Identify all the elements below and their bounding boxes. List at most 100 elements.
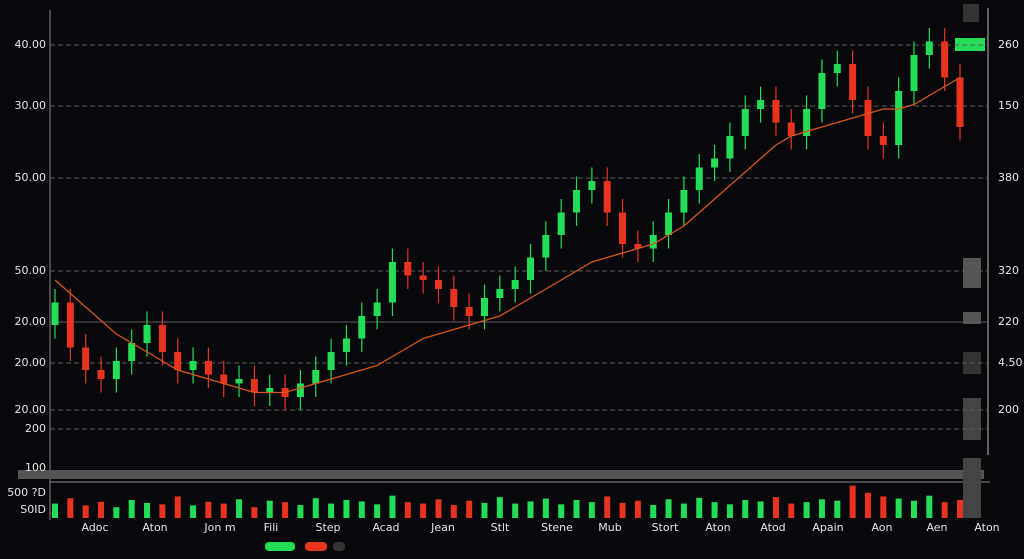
side-block	[963, 258, 981, 288]
candle-body	[849, 64, 857, 100]
volume-bar	[665, 499, 672, 518]
volume-bar	[757, 501, 764, 518]
left-label: 100	[25, 461, 46, 474]
candle-body	[373, 302, 381, 316]
candle-body	[404, 262, 412, 276]
volume-bar	[389, 495, 396, 518]
volume-bar	[297, 505, 304, 518]
legend-dot	[265, 542, 295, 551]
volume-bar	[236, 499, 243, 518]
candle-body	[143, 325, 151, 343]
volume-bar	[374, 504, 381, 518]
legend-dot	[333, 542, 345, 551]
volume-bar	[496, 497, 503, 518]
candle-body	[925, 41, 933, 55]
volume-bar	[266, 500, 273, 518]
x-label: Adoc	[81, 521, 108, 534]
candle-body	[741, 109, 749, 136]
x-label: Stlt	[491, 521, 510, 534]
candle-body	[358, 316, 366, 339]
x-label: Jon m	[203, 521, 235, 534]
right-label: 380	[998, 171, 1019, 184]
volume-bar	[818, 499, 825, 518]
candle-body	[542, 235, 550, 258]
volume-bar	[128, 500, 135, 518]
volume-bar	[926, 495, 933, 518]
candle-body	[879, 136, 887, 145]
candle-body	[833, 64, 841, 73]
volume-bar	[650, 505, 657, 518]
volume-bar	[450, 505, 457, 518]
volume-bar	[957, 500, 963, 518]
volume-bar	[696, 497, 703, 518]
left-label: 20.00	[15, 403, 47, 416]
volume-bar	[113, 507, 120, 518]
candle-body	[419, 275, 427, 280]
volume-bar	[220, 503, 227, 518]
volume-bar	[634, 500, 641, 518]
x-label: Jean	[430, 521, 455, 534]
candle-body	[51, 302, 59, 325]
candle-body	[388, 262, 396, 303]
left-label: 500 ?D	[7, 486, 46, 499]
right-label: 150	[998, 99, 1019, 112]
candle-body	[956, 77, 964, 127]
x-label: Mub	[598, 521, 621, 534]
volume-bar	[82, 505, 89, 518]
candle-body	[695, 167, 703, 190]
x-label: Step	[315, 521, 340, 534]
left-label: 50.00	[15, 264, 47, 277]
candle-body	[235, 379, 243, 384]
volume-bar	[558, 504, 565, 518]
candle-body	[327, 352, 335, 370]
volume-bar	[312, 498, 319, 518]
candle-body	[82, 347, 90, 370]
volume-bar	[282, 502, 289, 518]
candle-body	[634, 244, 642, 249]
candle-body	[527, 257, 535, 280]
x-label: Aton	[974, 521, 999, 534]
right-label: 4.50	[998, 356, 1023, 369]
volume-bar	[512, 503, 519, 518]
volume-bar	[849, 485, 856, 518]
volume-bar	[864, 492, 871, 518]
right-label: 260	[998, 38, 1019, 51]
right-label: 220	[998, 315, 1019, 328]
left-label: 50.00	[15, 171, 47, 184]
candle-body	[128, 343, 136, 361]
volume-bar	[880, 496, 887, 518]
volume-bar	[466, 500, 473, 518]
x-label: Aen	[926, 521, 947, 534]
candle-body	[711, 158, 719, 168]
candle-body	[480, 298, 488, 316]
candle-body	[910, 55, 918, 91]
volume-bar	[711, 502, 718, 518]
candle-body	[434, 280, 442, 289]
candle-body	[204, 361, 212, 375]
volume-bar	[481, 502, 488, 518]
candle-body	[772, 100, 780, 123]
left-label: 200	[25, 422, 46, 435]
volume-bar	[588, 502, 595, 518]
volume-bar	[343, 500, 350, 518]
volume-bar	[726, 504, 733, 518]
candle-body	[496, 289, 504, 298]
volume-bar	[573, 500, 580, 518]
x-label: Aton	[142, 521, 167, 534]
right-label: 320	[998, 264, 1019, 277]
candle-body	[312, 370, 320, 384]
candle-body	[680, 190, 688, 213]
side-block	[963, 312, 981, 324]
left-label: 40.00	[15, 38, 47, 51]
x-label: Aton	[705, 521, 730, 534]
x-label: Acad	[372, 521, 399, 534]
candle-body	[603, 181, 611, 213]
candle-body	[97, 370, 105, 379]
candle-body	[266, 388, 274, 393]
volume-bar	[52, 503, 58, 518]
candle-body	[757, 100, 765, 109]
volume-bar	[67, 498, 74, 518]
volume-bar	[910, 500, 917, 518]
x-label: Aon	[871, 521, 892, 534]
